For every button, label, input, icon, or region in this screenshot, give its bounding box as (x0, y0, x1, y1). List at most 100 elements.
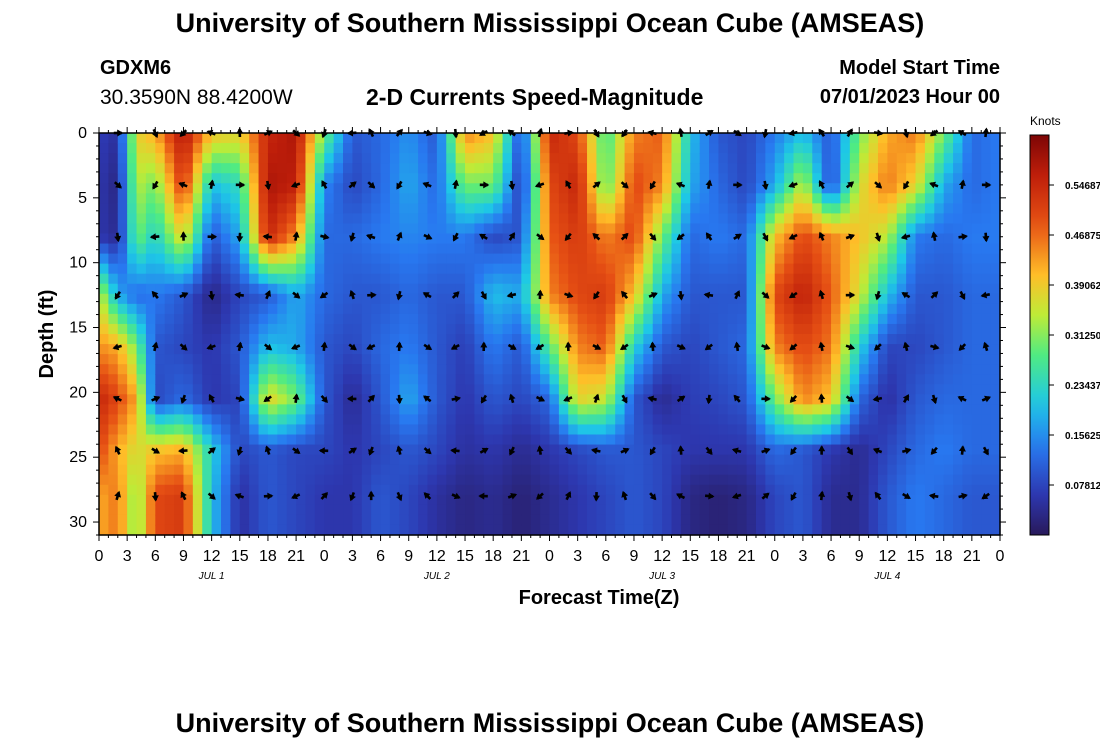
heatmap-cell (446, 323, 457, 335)
heatmap-cell (352, 464, 363, 476)
heatmap-cell (615, 504, 626, 516)
heatmap-cell (990, 323, 1001, 335)
heatmap-cell (493, 253, 504, 265)
current-arrow (479, 181, 490, 189)
heatmap-cell (784, 404, 795, 415)
current-arrow (593, 291, 600, 300)
heatmap-cell (558, 494, 569, 506)
heatmap-cell (483, 524, 494, 536)
heatmap-cell (812, 253, 823, 265)
heatmap-cell (624, 213, 635, 225)
heatmap-cell (746, 454, 757, 466)
heatmap-cell (99, 133, 109, 144)
heatmap-cell (446, 424, 457, 436)
heatmap-cell (943, 424, 954, 436)
heatmap-cell (474, 183, 485, 194)
heatmap-cell (633, 394, 644, 405)
heatmap-cell (314, 474, 325, 486)
heatmap-cell (239, 303, 250, 315)
heatmap-cell (652, 524, 663, 536)
current-arrow (931, 231, 938, 241)
heatmap-cell (596, 354, 607, 365)
heatmap-cell (380, 494, 391, 506)
heatmap-cell (221, 484, 231, 496)
heatmap-cell (737, 223, 748, 235)
heatmap-cell (418, 203, 429, 214)
heatmap-cell (530, 504, 541, 516)
heatmap-cell (831, 504, 842, 516)
heatmap-cell (662, 344, 673, 355)
current-arrow (733, 341, 741, 352)
heatmap-cell (145, 293, 156, 305)
heatmap-cell (249, 334, 260, 345)
heatmap-cell (765, 163, 776, 174)
heatmap-cell (934, 133, 945, 144)
heatmap-cell (793, 223, 804, 235)
heatmap-cell (877, 354, 888, 365)
heatmap-cell (662, 474, 673, 486)
heatmap-cell (286, 384, 297, 395)
heatmap-cell (239, 414, 250, 426)
heatmap-cell (117, 404, 128, 415)
heatmap-cell (352, 323, 363, 335)
heatmap-cell (690, 313, 701, 325)
heatmap-cell (174, 143, 185, 154)
heatmap-cell (164, 273, 175, 285)
heatmap-cell (192, 253, 203, 265)
heatmap-cell (502, 133, 513, 144)
current-arrow (151, 341, 159, 352)
heatmap-cell (652, 454, 663, 466)
heatmap-cell (737, 364, 748, 375)
heatmap-cell (906, 193, 917, 204)
heatmap-cell (230, 183, 241, 194)
heatmap-cell (343, 434, 354, 446)
heatmap-cell (296, 364, 307, 375)
heatmap-cell (521, 263, 532, 275)
heatmap-cell (765, 454, 776, 466)
heatmap-cell (521, 183, 532, 194)
heatmap-cell (174, 464, 185, 476)
heatmap-cell (596, 484, 607, 496)
heatmap-cell (230, 293, 241, 305)
heatmap-cell (108, 384, 119, 395)
current-arrow (478, 492, 488, 500)
heatmap-cell (896, 273, 907, 285)
heatmap-cell (108, 454, 119, 466)
heatmap-cell (380, 424, 391, 436)
heatmap-cell (436, 193, 447, 204)
current-arrow (621, 394, 628, 404)
heatmap-cell (596, 524, 607, 536)
heatmap-cell (540, 334, 551, 345)
heatmap-cell (465, 293, 476, 305)
heatmap-cell (624, 464, 635, 476)
heatmap-cell (286, 273, 297, 285)
heatmap-cell (690, 384, 701, 395)
heatmap-cell (352, 504, 363, 516)
heatmap-cell (549, 163, 560, 174)
heatmap-cell (164, 344, 175, 355)
heatmap-cell (953, 163, 964, 174)
current-arrow (676, 233, 685, 241)
heatmap-cell (943, 464, 954, 476)
heatmap-cell (793, 334, 804, 345)
heatmap-cell (765, 354, 776, 365)
heatmap-cell (174, 354, 185, 365)
heatmap-cell (174, 233, 185, 245)
heatmap-cell (906, 143, 917, 154)
heatmap-cell (221, 494, 231, 506)
heatmap-cell (136, 283, 147, 295)
heatmap-cell (380, 504, 391, 516)
heatmap-cell (540, 424, 551, 436)
heatmap-cell (211, 444, 222, 456)
heatmap-cell (221, 303, 231, 315)
heatmap-cell (793, 193, 804, 204)
heatmap-cell (296, 263, 307, 275)
heatmap-cell (343, 494, 354, 506)
heatmap-cell (652, 364, 663, 375)
heatmap-cell (727, 384, 738, 395)
heatmap-cell (389, 193, 400, 204)
heatmap-cell (859, 424, 870, 436)
heatmap-cell (427, 334, 438, 345)
heatmap-cell (784, 454, 795, 466)
heatmap-cell (249, 434, 260, 446)
